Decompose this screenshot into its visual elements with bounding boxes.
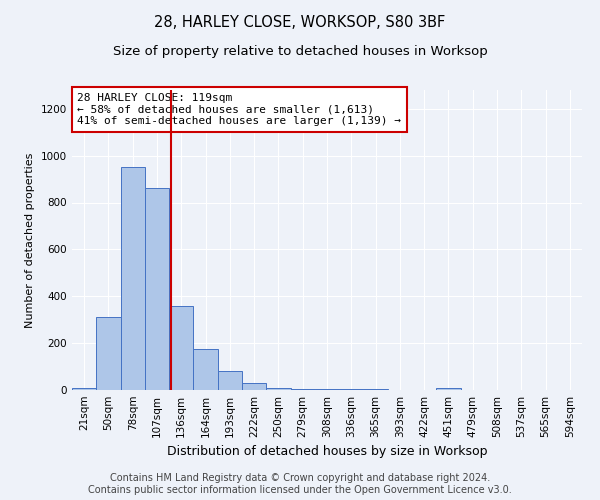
Bar [339,389,364,390]
Bar [364,389,388,390]
Bar [436,388,461,390]
Bar [193,349,218,390]
Bar [121,168,145,390]
Bar [72,388,96,390]
Bar [315,389,339,390]
Bar [266,388,290,390]
Bar [96,318,121,390]
Bar [290,389,315,390]
Text: Contains HM Land Registry data © Crown copyright and database right 2024.
Contai: Contains HM Land Registry data © Crown c… [88,474,512,495]
Text: 28 HARLEY CLOSE: 119sqm
← 58% of detached houses are smaller (1,613)
41% of semi: 28 HARLEY CLOSE: 119sqm ← 58% of detache… [77,93,401,126]
Text: Size of property relative to detached houses in Worksop: Size of property relative to detached ho… [113,45,487,58]
Bar [218,371,242,390]
Bar [145,188,169,390]
Bar [242,383,266,390]
Bar [169,306,193,390]
Y-axis label: Number of detached properties: Number of detached properties [25,152,35,328]
Text: 28, HARLEY CLOSE, WORKSOP, S80 3BF: 28, HARLEY CLOSE, WORKSOP, S80 3BF [154,15,446,30]
X-axis label: Distribution of detached houses by size in Worksop: Distribution of detached houses by size … [167,446,487,458]
